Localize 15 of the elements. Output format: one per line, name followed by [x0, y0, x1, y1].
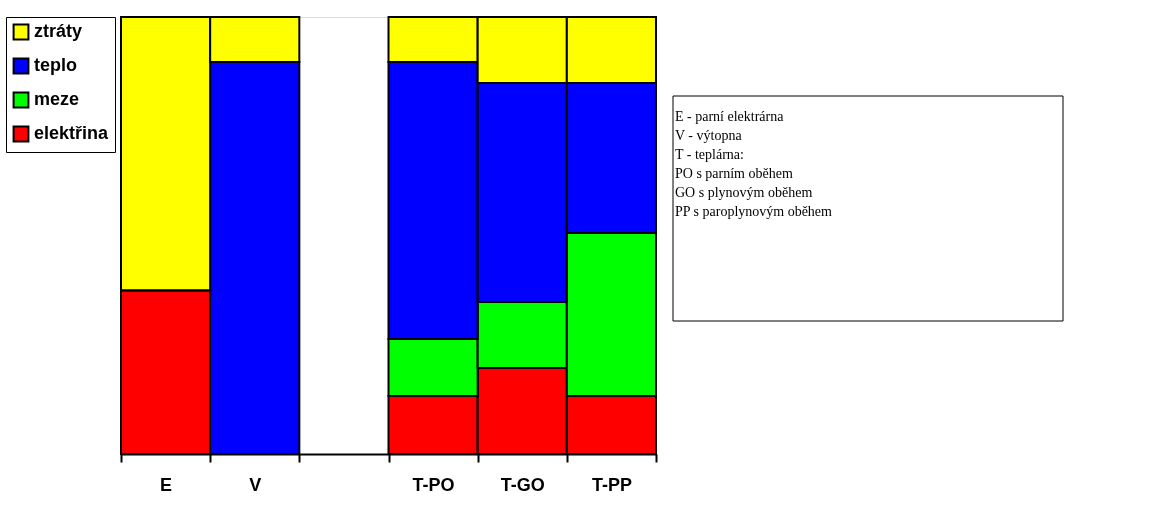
legend-label: elektřina	[34, 123, 110, 143]
x-tick-label: T-PP	[591, 474, 632, 495]
text: T - teplárna:	[675, 146, 744, 162]
text: V - výtopna	[675, 127, 743, 143]
x-tick-label: E	[160, 474, 173, 495]
x-tick-label: T-GO	[500, 474, 545, 495]
text: E - parní elektrárna	[675, 108, 785, 124]
text: PO s parním oběhem	[675, 165, 793, 181]
text: PP s paroplynovým oběhem	[675, 203, 833, 219]
legend-label: ztráty	[34, 21, 83, 41]
text: GO s plynovým oběhem	[675, 184, 813, 200]
legend-label: meze	[34, 89, 80, 109]
legend-label: teplo	[34, 55, 77, 75]
x-tick-label: T-PO	[412, 474, 455, 495]
x-tick-label: V	[249, 474, 262, 495]
